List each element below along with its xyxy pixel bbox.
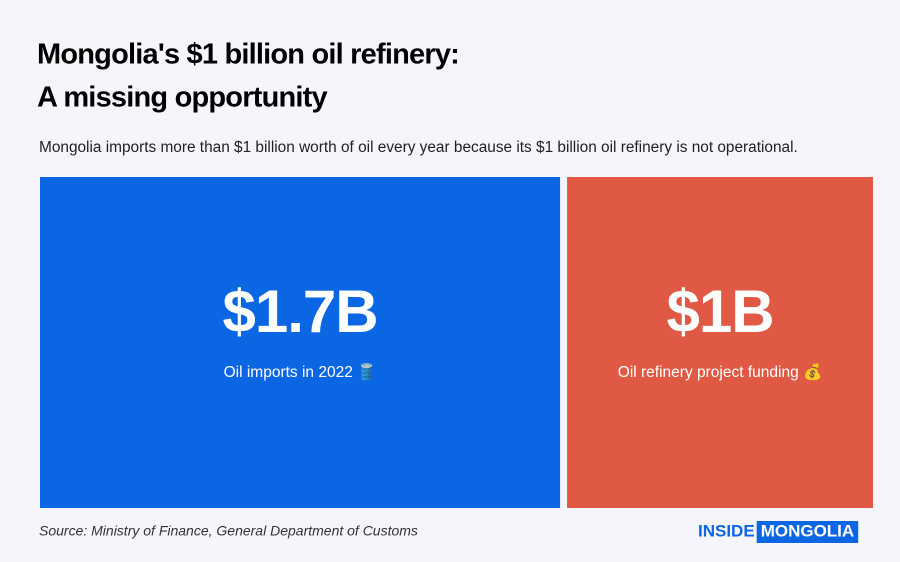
logo-box	[756, 521, 859, 543]
value-label: $1B	[666, 278, 773, 345]
source: Source: Ministry of Finance, General Dep…	[39, 523, 418, 539]
chart-title: Mongolia's $1 billion oil refinery:	[37, 39, 459, 71]
block	[40, 177, 561, 508]
category-label: Oil imports in 2022 🛢️	[224, 362, 377, 381]
category-label: Oil refinery project funding 💰	[618, 362, 823, 381]
block	[567, 177, 873, 508]
logo-text: INSIDE	[698, 521, 755, 540]
value-label: $1.7B	[222, 278, 377, 345]
logo-text: MONGOLIA	[761, 521, 855, 540]
chart-title: A missing opportunity	[37, 82, 328, 114]
chart-subtitle: Mongolia imports more than $1 billion wo…	[39, 139, 798, 156]
